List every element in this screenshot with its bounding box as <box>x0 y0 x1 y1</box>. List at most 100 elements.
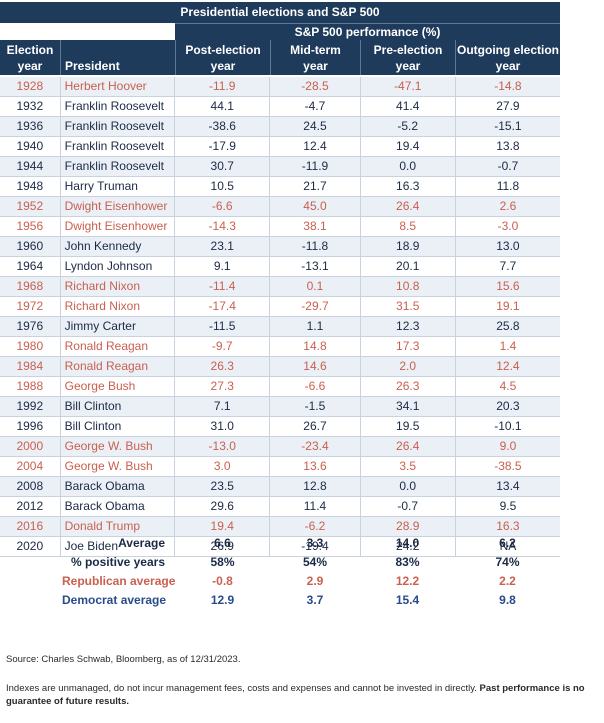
cell-year: 1976 <box>0 316 61 337</box>
summary-value-pre: 14.0 <box>395 536 420 550</box>
cell-year: 1996 <box>0 416 61 437</box>
cell-post-election: 31.0 <box>174 416 270 437</box>
cell-president: George W. Bush <box>59 436 175 457</box>
cell-post-election: -9.7 <box>174 336 270 357</box>
summary-value-out: 2.2 <box>499 574 516 588</box>
summary-label: % positive years <box>70 555 165 569</box>
cell-year: 2004 <box>0 456 61 477</box>
cell-mid-term: 12.8 <box>269 476 361 497</box>
cell-president: Jimmy Carter <box>59 316 175 337</box>
cell-year: 1968 <box>0 276 61 297</box>
summary-value-pre: 15.4 <box>395 593 420 607</box>
election-table: 1928 Herbert Hoover -11.9 -28.5 -47.1 -14.8 19… <box>0 77 560 557</box>
cell-pre-election: 24.2 <box>359 536 456 557</box>
cell-outgoing-election: 12.4 <box>454 356 560 377</box>
summary-value-out: 74% <box>495 555 520 569</box>
cell-mid-term: 26.7 <box>269 416 361 437</box>
header-post-election: Post-election year <box>175 40 270 75</box>
cell-president: John Kennedy <box>59 236 175 257</box>
cell-year: 1928 <box>0 77 61 97</box>
summary-value-post: 12.9 <box>210 593 235 607</box>
cell-year: 1984 <box>0 356 61 377</box>
summary-value-pre: 12.2 <box>395 574 420 588</box>
cell-outgoing-election: 20.3 <box>454 396 560 417</box>
cell-president: Franklin Roosevelt <box>59 116 175 137</box>
summary-label: Average <box>118 536 165 550</box>
cell-pre-election: 31.5 <box>359 296 456 317</box>
cell-pre-election: 34.1 <box>359 396 456 417</box>
summary-row: Average 6.6 3.3 14.0 6.2 <box>0 534 560 553</box>
summary-label: Democrat average <box>62 593 167 607</box>
cell-president: Harry Truman <box>59 176 175 197</box>
cell-post-election: -11.9 <box>174 77 270 97</box>
cell-outgoing-election: NA <box>454 536 560 557</box>
table-row: 1980 Ronald Reagan -9.7 14.8 17.3 1.4 <box>0 336 560 357</box>
cell-year: 2000 <box>0 436 61 457</box>
cell-outgoing-election: 13.0 <box>454 236 560 257</box>
cell-post-election: 29.6 <box>174 496 270 517</box>
cell-pre-election: 0.0 <box>359 156 456 177</box>
summary-value-mid: 54% <box>302 555 328 569</box>
cell-outgoing-election: 9.0 <box>454 436 560 457</box>
table-row: 1960 John Kennedy 23.1 -11.8 18.9 13.0 <box>0 236 560 257</box>
cell-year: 1932 <box>0 96 61 117</box>
cell-year: 2016 <box>0 516 61 537</box>
table-row: 1988 George Bush 27.3 -6.6 26.3 4.5 <box>0 376 560 397</box>
cell-pre-election: 26.4 <box>359 436 456 457</box>
cell-post-election: 19.4 <box>174 516 270 537</box>
table-row: 2012 Barack Obama 29.6 11.4 -0.7 9.5 <box>0 496 560 517</box>
cell-post-election: 7.1 <box>174 396 270 417</box>
cell-mid-term: -29.7 <box>269 296 361 317</box>
table-row: 2000 George W. Bush -13.0 -23.4 26.4 9.0 <box>0 436 560 457</box>
summary-value-mid: 2.9 <box>306 574 324 588</box>
cell-outgoing-election: -14.8 <box>454 77 560 97</box>
cell-mid-term: -13.1 <box>269 256 361 277</box>
cell-president: Herbert Hoover <box>59 77 175 97</box>
cell-year: 1944 <box>0 156 61 177</box>
cell-post-election: 30.7 <box>174 156 270 177</box>
cell-president: Bill Clinton <box>59 396 175 417</box>
table-row: 1968 Richard Nixon -11.4 0.1 10.8 15.6 <box>0 276 560 297</box>
cell-mid-term: -28.5 <box>269 77 361 97</box>
table-row: 2004 George W. Bush 3.0 13.6 3.5 -38.5 <box>0 456 560 477</box>
cell-post-election: 9.1 <box>174 256 270 277</box>
cell-president: Donald Trump <box>59 516 175 537</box>
cell-year: 1988 <box>0 376 61 397</box>
cell-president: George Bush <box>59 376 175 397</box>
cell-outgoing-election: -38.5 <box>454 456 560 477</box>
table-row: 1948 Harry Truman 10.5 21.7 16.3 11.8 <box>0 176 560 197</box>
table-row: 1972 Richard Nixon -17.4 -29.7 31.5 19.1 <box>0 296 560 317</box>
cell-year: 2008 <box>0 476 61 497</box>
summary-value-post: -0.8 <box>212 574 233 588</box>
summary-value-post: 6.6 <box>214 536 231 550</box>
summary-value-out: 6.2 <box>499 536 516 550</box>
cell-outgoing-election: 11.8 <box>454 176 560 197</box>
table-row: 1964 Lyndon Johnson 9.1 -13.1 20.1 7.7 <box>0 256 560 277</box>
header-mid-line2: year <box>303 59 328 73</box>
cell-pre-election: 20.1 <box>359 256 456 277</box>
summary-row: Democrat average 12.9 3.7 15.4 9.8 <box>0 591 560 610</box>
cell-post-election: 26.3 <box>174 356 270 377</box>
cell-mid-term: 38.1 <box>269 216 361 237</box>
cell-pre-election: 0.0 <box>359 476 456 497</box>
table-row: 2020 Joe Biden 26.9 -19.4 24.2 NA <box>0 536 560 557</box>
column-header-row: Election year President Post-election ye… <box>0 40 560 75</box>
summary-value-post: 58% <box>210 555 235 569</box>
header-post-line2: year <box>210 59 236 73</box>
cell-post-election: -13.0 <box>174 436 270 457</box>
summary-row: % positive years 58% 54% 83% 74% <box>0 553 560 572</box>
cell-pre-election: 26.4 <box>359 196 456 217</box>
cell-pre-election: 19.4 <box>359 136 456 157</box>
source-note: Source: Charles Schwab, Bloomberg, as of… <box>6 654 241 665</box>
table-row: 1984 Ronald Reagan 26.3 14.6 2.0 12.4 <box>0 356 560 377</box>
table-row: 1940 Franklin Roosevelt -17.9 12.4 19.4 13.8 <box>0 136 560 157</box>
header-pre-line2: year <box>395 59 421 73</box>
cell-year: 1972 <box>0 296 61 317</box>
cell-outgoing-election: 9.5 <box>454 496 560 517</box>
cell-year: 1952 <box>0 196 61 217</box>
cell-outgoing-election: -0.7 <box>454 156 560 177</box>
cell-pre-election: -47.1 <box>359 77 456 97</box>
table-row: 1976 Jimmy Carter -11.5 1.1 12.3 25.8 <box>0 316 560 337</box>
cell-post-election: -14.3 <box>174 216 270 237</box>
cell-president: Barack Obama <box>59 476 175 497</box>
